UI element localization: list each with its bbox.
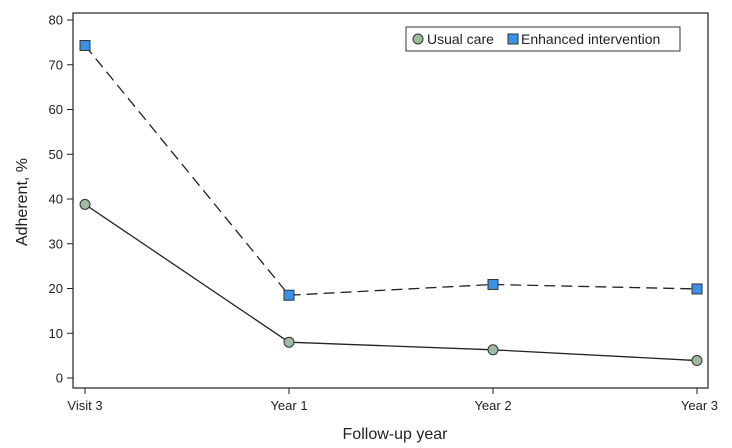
y-tick-label: 80 (49, 13, 63, 28)
x-tick-label: Visit 3 (67, 398, 102, 413)
data-point (487, 278, 499, 290)
y-tick-label: 10 (49, 326, 63, 341)
x-tick-label: Year 3 (681, 398, 718, 413)
y-tick-label: 50 (49, 147, 63, 162)
x-axis-title: Follow-up year (343, 426, 449, 443)
legend-marker-enhanced-intervention (507, 33, 519, 45)
x-tick-label: Year 1 (270, 398, 307, 413)
legend-marker-usual-care (412, 33, 424, 45)
data-point (691, 283, 703, 295)
data-point (283, 336, 295, 348)
data-point (79, 40, 91, 52)
legend-label-usual-care: Usual care (427, 31, 494, 47)
series-usual-care (79, 198, 703, 367)
data-point (283, 289, 295, 301)
legend-box (405, 26, 681, 52)
data-point (691, 355, 703, 367)
y-axis-title: Adherent, % (14, 158, 31, 246)
legend-label-enhanced-intervention: Enhanced intervention (521, 31, 660, 47)
series-line (84, 45, 698, 296)
series-layer (79, 40, 703, 367)
legend: Usual care Enhanced intervention (405, 26, 681, 52)
y-tick-label: 70 (49, 57, 63, 72)
x-tick-label: Year 2 (474, 398, 511, 413)
y-tick-label: 0 (56, 371, 63, 386)
axes: 0 10 20 30 40 50 60 70 80 Visit 3 Year 1 Year 2 Year… (49, 12, 718, 413)
data-point (487, 344, 499, 356)
series-enhanced-intervention (79, 40, 703, 301)
y-tick-label: 20 (49, 281, 63, 296)
y-tick-label: 60 (49, 102, 63, 117)
series-line (84, 203, 698, 362)
y-tick-label: 40 (49, 192, 63, 207)
data-point (79, 198, 91, 210)
plot-frame (72, 12, 709, 389)
y-tick-label: 30 (49, 236, 63, 251)
